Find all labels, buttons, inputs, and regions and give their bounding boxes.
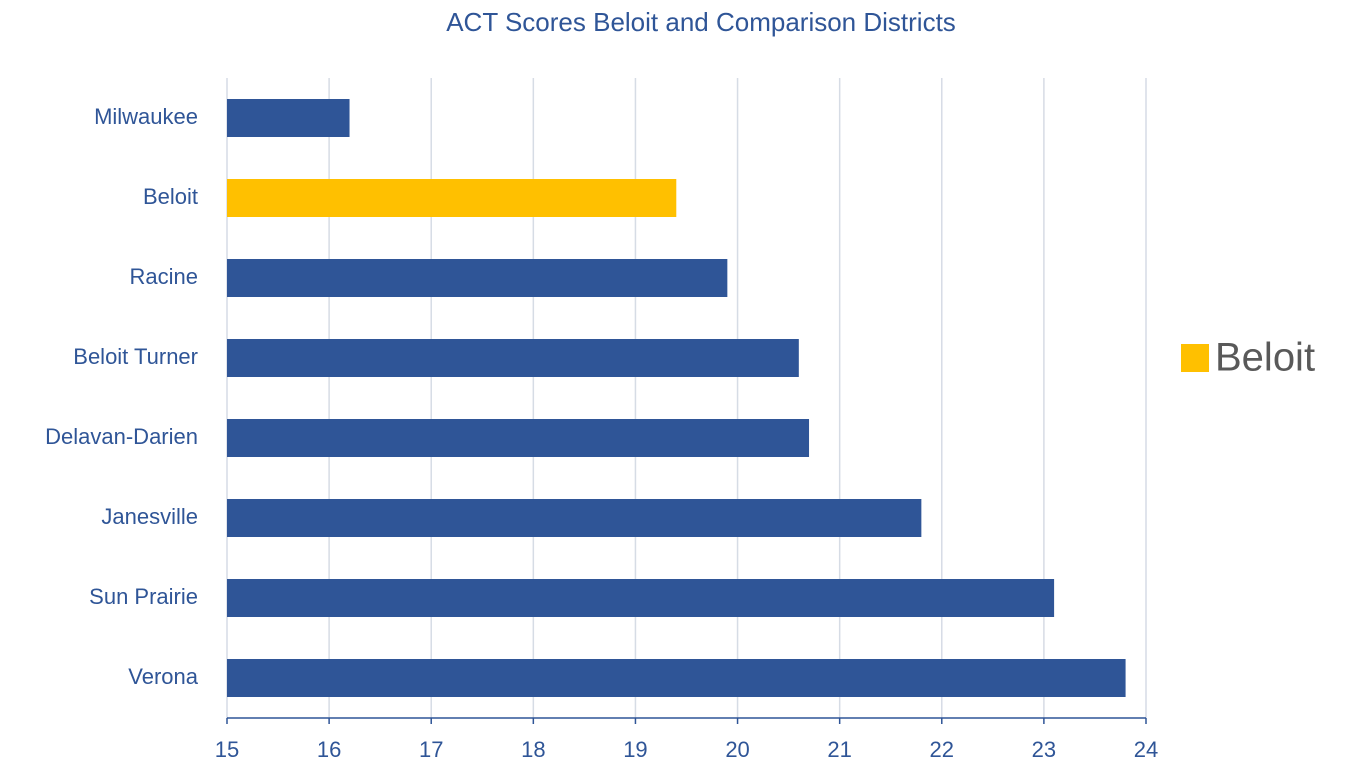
y-tick-label: Verona <box>128 664 198 689</box>
bar <box>227 419 810 457</box>
x-tick-label: 22 <box>930 737 954 762</box>
x-tick-label: 18 <box>521 737 545 762</box>
bar <box>227 99 350 137</box>
bar <box>227 659 1126 697</box>
y-tick-label: Beloit Turner <box>73 344 198 369</box>
x-tick-label: 19 <box>623 737 647 762</box>
y-tick-label: Racine <box>130 264 198 289</box>
legend-swatch <box>1181 344 1209 372</box>
y-tick-label: Janesville <box>101 504 198 529</box>
y-tick-label: Delavan-Darien <box>45 424 198 449</box>
x-tick-label: 24 <box>1134 737 1158 762</box>
x-tick-label: 20 <box>725 737 749 762</box>
y-tick-label: Beloit <box>143 184 198 209</box>
y-tick-label: Sun Prairie <box>89 584 198 609</box>
bar <box>227 499 922 537</box>
x-tick-label: 17 <box>419 737 443 762</box>
y-tick-label: Milwaukee <box>94 104 198 129</box>
bar <box>227 179 677 217</box>
bar <box>227 579 1055 617</box>
x-tick-label: 21 <box>827 737 851 762</box>
chart-title: ACT Scores Beloit and Comparison Distric… <box>446 7 956 37</box>
x-tick-label: 15 <box>215 737 239 762</box>
x-tick-label: 23 <box>1032 737 1056 762</box>
legend-label: Beloit <box>1215 336 1315 380</box>
x-tick-label: 16 <box>317 737 341 762</box>
bar <box>227 259 728 297</box>
bar <box>227 339 799 377</box>
